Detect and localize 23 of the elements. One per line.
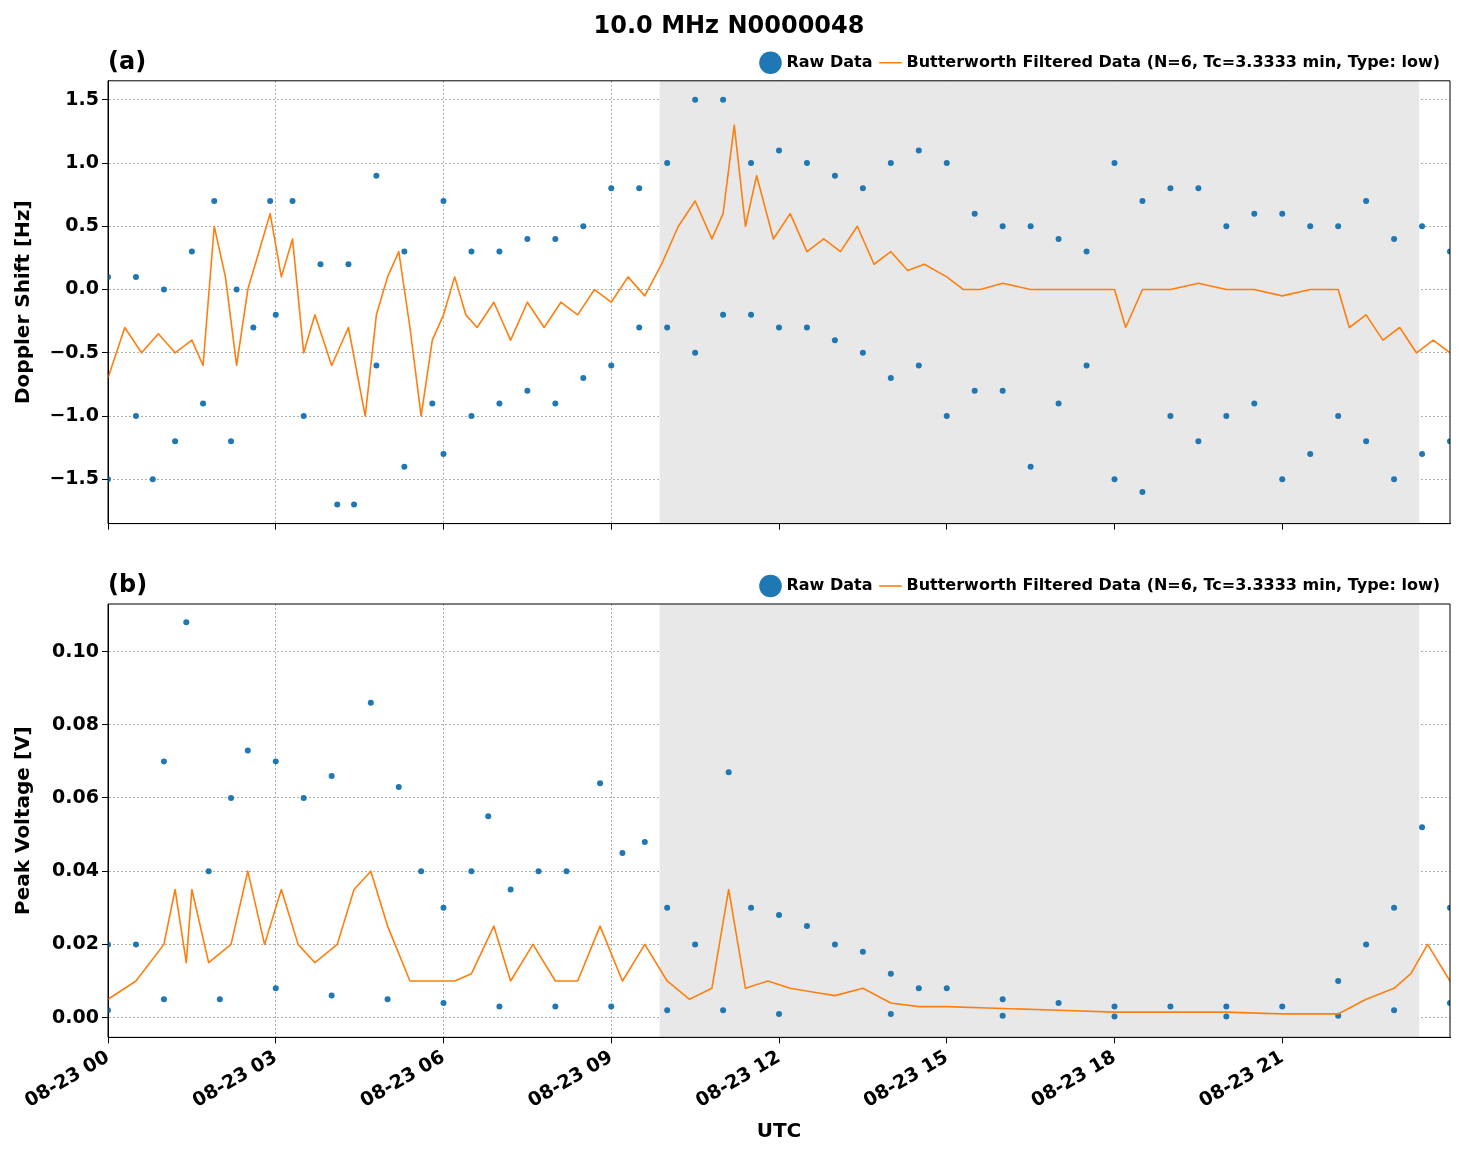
y-tick-label: −1.0: [49, 403, 99, 425]
y-tick-label: 0.04: [52, 858, 99, 881]
x-axis-title: UTC: [756, 1118, 802, 1143]
y-tick-label: 1.5: [65, 86, 99, 109]
y-tick-label: 0.0: [65, 276, 99, 299]
y-tick-label: −0.5: [49, 339, 99, 362]
legend-label: Butterworth Filtered Data (N=6, Tc=3.3333 min, Type: low): [906, 575, 1441, 595]
legend-label: Butterworth Filtered Data (N=6, Tc=3.3333 min, Type: low): [906, 51, 1441, 71]
y-axis-title: Peak Voltage [V]: [10, 726, 35, 915]
legend-label: Raw Data: [786, 575, 873, 595]
y-tick-label: 1.0: [65, 149, 99, 172]
y-tick-label: 0.5: [65, 213, 99, 236]
y-tick-label: 0.06: [52, 784, 99, 807]
legend-label: Raw Data: [786, 51, 873, 71]
text: (a): [108, 47, 147, 76]
chart-title: 10.0 MHz N0000048: [593, 10, 865, 39]
y-tick-label: 0.02: [52, 931, 99, 954]
y-axis-title: Doppler Shift [Hz]: [10, 200, 35, 404]
y-tick-label: 0.10: [52, 638, 99, 661]
y-tick-label: 0.00: [52, 1004, 99, 1027]
y-tick-label: 0.08: [52, 711, 99, 734]
y-tick-label: −1.5: [49, 466, 99, 489]
text: (b): [108, 570, 148, 599]
